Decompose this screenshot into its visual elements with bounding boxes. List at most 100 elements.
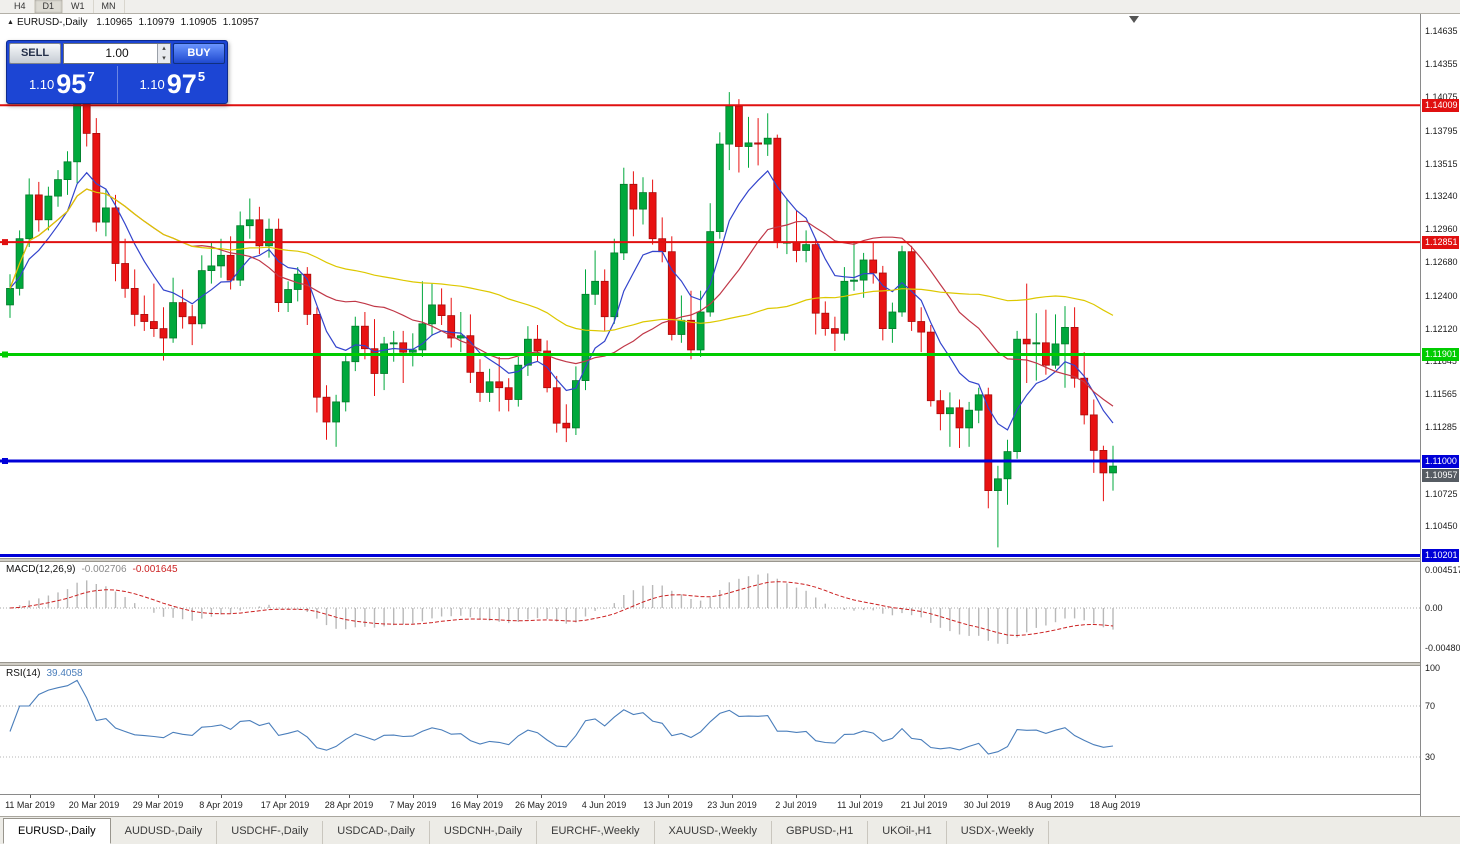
chart-tab-audusd[interactable]: AUDUSD-,Daily (111, 821, 218, 844)
rsi-label: RSI(14) 39.4058 (6, 668, 83, 679)
timeframe-toolbar: H4 D1 W1 MN (0, 0, 1460, 14)
time-tick (604, 795, 605, 798)
buy-price-sup: 5 (197, 69, 206, 84)
price-chart-panel: ▲ EURUSD-,Daily 1.10965 1.10979 1.10905 1.10… (0, 14, 1420, 558)
date-label: 26 May 2019 (514, 800, 568, 810)
price-tick-label: 1.10725 (1425, 488, 1458, 499)
macd-name: MACD(12,26,9) (6, 564, 76, 575)
macd-scale-label: -0.004806 (1425, 643, 1460, 654)
macd-scale-label: 0.00 (1425, 603, 1443, 613)
date-label: 4 Jun 2019 (581, 800, 627, 810)
high-value: 1.10979 (138, 17, 175, 28)
time-tick (158, 795, 159, 798)
buy-button[interactable]: BUY (173, 43, 225, 64)
time-tick (1051, 795, 1052, 798)
time-tick (1115, 795, 1116, 798)
chart-tab-gbpusd[interactable]: GBPUSD-,H1 (772, 821, 869, 844)
timeframe-button-h4[interactable]: H4 (6, 0, 35, 13)
rsi-name: RSI(14) (6, 668, 41, 679)
chart-tab-eurchf[interactable]: EURCHF-,Weekly (537, 821, 655, 844)
price-tick-label: 1.11845 (1425, 356, 1457, 367)
sell-button[interactable]: SELL (9, 43, 61, 64)
price-tick-label: 1.13795 (1425, 125, 1458, 136)
date-label: 8 Aug 2019 (1028, 800, 1074, 810)
volume-up-icon[interactable]: ▴ (158, 44, 170, 54)
time-tick (30, 795, 31, 798)
time-tick (541, 795, 542, 798)
price-tick-label: 1.12400 (1425, 290, 1458, 301)
current-price-label: 1.10957 (1422, 468, 1459, 482)
sell-price-button[interactable]: 1.10 95 7 (7, 66, 118, 103)
date-label: 8 Apr 2019 (199, 800, 243, 810)
rsi-chart[interactable] (0, 666, 1420, 794)
price-tick-label: 1.10450 (1425, 521, 1458, 532)
time-tick (221, 795, 222, 798)
buy-price-prefix: 1.10 (139, 77, 165, 92)
price-tick-label: 1.13240 (1425, 191, 1458, 202)
date-label: 7 May 2019 (389, 800, 437, 810)
date-label: 2 Jul 2019 (775, 800, 817, 810)
buy-price-button[interactable]: 1.10 97 5 (118, 66, 228, 103)
price-axis[interactable]: 1.14635 1.14355 1.14075 1.13795 1.13515 1.132… (1420, 14, 1460, 816)
time-axis[interactable]: 11 Mar 2019 20 Mar 2019 29 Mar 2019 8 Apr 2… (0, 794, 1420, 816)
date-label: 11 Mar 2019 (5, 800, 55, 810)
rsi-scale-label: 70 (1425, 701, 1436, 711)
date-label: 16 May 2019 (450, 800, 504, 810)
buy-price-big: 97 (166, 69, 197, 99)
price-tick-label: 1.12120 (1425, 323, 1458, 334)
panel-divider[interactable] (0, 558, 1460, 562)
chart-tab-usdcad[interactable]: USDCAD-,Daily (323, 821, 430, 844)
price-tick-label: 1.14075 (1425, 92, 1458, 103)
hline-price-label: 1.12851 (1422, 235, 1459, 249)
low-value: 1.10905 (180, 17, 217, 28)
date-label: 17 Apr 2019 (260, 800, 310, 810)
chart-shift-marker-icon[interactable] (1129, 16, 1139, 23)
chart-tab-xauusd[interactable]: XAUUSD-,Weekly (655, 821, 772, 844)
time-tick (987, 795, 988, 798)
chart-tabs: EURUSD-,Daily AUDUSD-,Daily USDCHF-,Daily U… (0, 816, 1460, 844)
time-tick (668, 795, 669, 798)
chart-tab-ukoil[interactable]: UKOil-,H1 (868, 821, 947, 844)
price-tick-label: 1.13515 (1425, 158, 1458, 169)
price-tick-label: 1.14635 (1425, 26, 1458, 37)
time-tick (349, 795, 350, 798)
chart-tab-usdcnh[interactable]: USDCNH-,Daily (430, 821, 538, 844)
hline-price-label: 1.10201 (1422, 549, 1459, 562)
price-tick-label: 1.12960 (1425, 224, 1458, 235)
sell-price-prefix: 1.10 (28, 77, 55, 92)
macd-scale-label: 0.004517 (1425, 565, 1460, 575)
panel-divider[interactable] (0, 662, 1460, 666)
price-tick-label: 1.14355 (1425, 59, 1458, 70)
open-value: 1.10965 (96, 17, 133, 28)
macd-signal-value: -0.001645 (132, 564, 178, 575)
macd-chart[interactable] (0, 562, 1420, 662)
volume-input[interactable]: 1.00 ▴ ▾ (63, 43, 171, 64)
volume-down-icon[interactable]: ▾ (158, 53, 170, 63)
rsi-value: 39.4058 (46, 668, 83, 679)
rsi-panel: RSI(14) 39.4058 (0, 666, 1420, 794)
chart-title: ▲ EURUSD-,Daily 1.10965 1.10979 1.10905 1.10… (7, 17, 259, 28)
price-tick-label: 1.11565 (1425, 389, 1457, 400)
date-label: 28 Apr 2019 (324, 800, 374, 810)
timeframe-button-mn[interactable]: MN (94, 0, 125, 13)
chart-tab-usdchf[interactable]: USDCHF-,Daily (217, 821, 324, 844)
timeframe-button-w1[interactable]: W1 (63, 0, 94, 13)
price-tick-label: 1.11285 (1425, 422, 1457, 433)
date-label: 30 Jul 2019 (963, 800, 1011, 810)
time-tick (477, 795, 478, 798)
sell-price-big: 95 (56, 69, 87, 99)
close-value: 1.10957 (222, 17, 259, 28)
date-label: 18 Aug 2019 (1089, 800, 1141, 810)
time-tick (94, 795, 95, 798)
candlestick-chart[interactable] (0, 14, 1420, 558)
date-label: 13 Jun 2019 (643, 800, 693, 810)
time-tick (413, 795, 414, 798)
time-tick (860, 795, 861, 798)
rsi-scale-label: 100 (1425, 662, 1441, 673)
chart-tab-eurusd[interactable]: EURUSD-,Daily (3, 818, 111, 844)
chart-tab-usdx[interactable]: USDX-,Weekly (947, 821, 1049, 844)
date-label: 29 Mar 2019 (132, 800, 184, 810)
timeframe-button-d1[interactable]: D1 (34, 0, 64, 13)
rsi-scale-label: 30 (1425, 752, 1436, 762)
